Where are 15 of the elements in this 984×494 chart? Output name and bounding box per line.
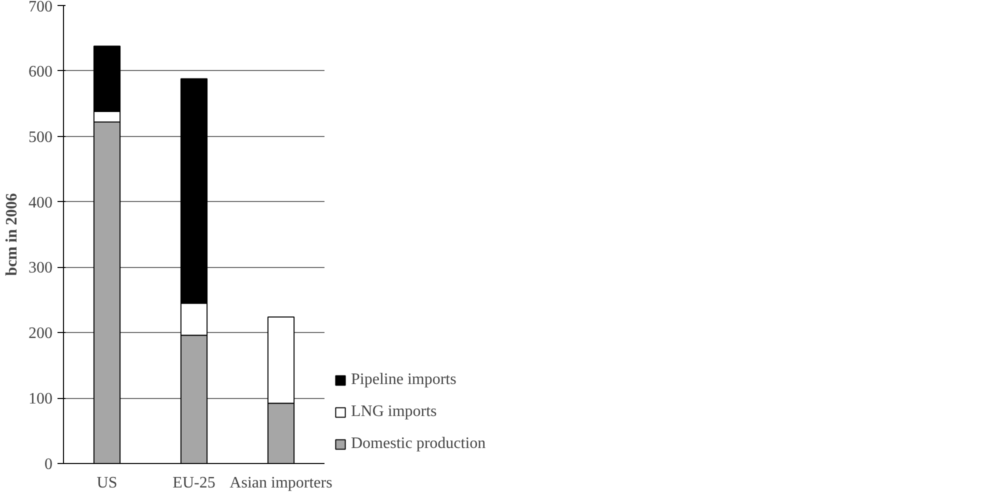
- y-tick-label: 100: [28, 390, 52, 408]
- legend-label: Domestic production: [351, 435, 486, 453]
- y-tick-label: 300: [28, 260, 52, 277]
- y-tick-label: 600: [28, 63, 52, 80]
- x-tick-label: US: [96, 474, 118, 492]
- legend-label: Pipeline imports: [351, 371, 456, 389]
- y-axis-title: bcm in 2006: [4, 193, 20, 276]
- y-tick-label: 400: [28, 194, 52, 212]
- y-tick-label: 500: [28, 128, 52, 146]
- x-tick-label: Asian importers: [230, 474, 332, 492]
- y-tick-label: 700: [28, 0, 52, 16]
- x-tick-label: EU-25: [172, 474, 216, 492]
- y-tick-label: 200: [28, 325, 52, 342]
- y-tick-label: 0: [44, 456, 52, 473]
- legend-label: LNG imports: [351, 403, 437, 421]
